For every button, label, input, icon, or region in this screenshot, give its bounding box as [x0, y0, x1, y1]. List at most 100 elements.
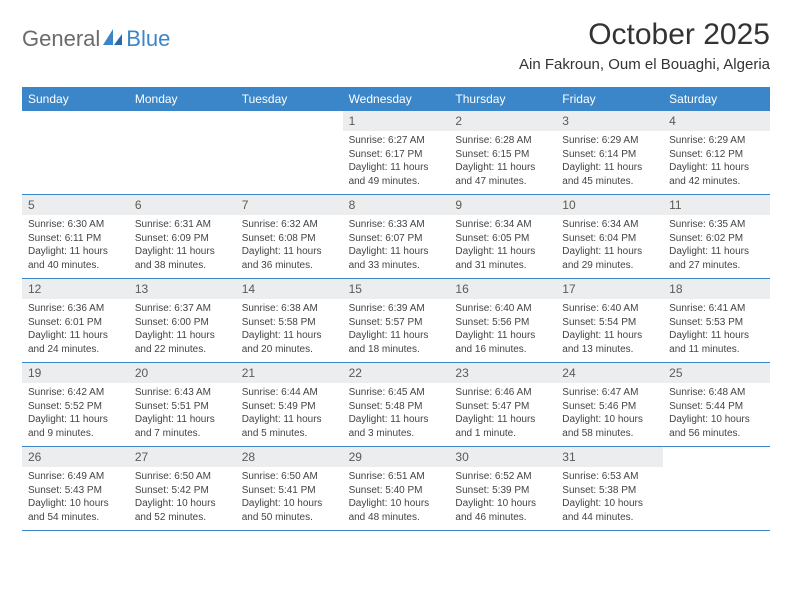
sunrise-text: Sunrise: 6:46 AM — [455, 386, 550, 400]
daylight-text: Daylight: 11 hours and 5 minutes. — [242, 413, 337, 440]
day-number: 6 — [129, 195, 236, 215]
day-number: 9 — [449, 195, 556, 215]
sunset-text: Sunset: 6:02 PM — [669, 232, 764, 246]
day-cell-7: 7Sunrise: 6:32 AMSunset: 6:08 PMDaylight… — [236, 195, 343, 278]
sunrise-text: Sunrise: 6:32 AM — [242, 218, 337, 232]
day-body: Sunrise: 6:50 AMSunset: 5:41 PMDaylight:… — [236, 467, 343, 530]
daylight-text: Daylight: 11 hours and 40 minutes. — [28, 245, 123, 272]
sunrise-text: Sunrise: 6:40 AM — [455, 302, 550, 316]
weekday-friday: Friday — [556, 87, 663, 111]
sunrise-text: Sunrise: 6:49 AM — [28, 470, 123, 484]
weekday-wednesday: Wednesday — [343, 87, 450, 111]
weekday-header-row: SundayMondayTuesdayWednesdayThursdayFrid… — [22, 87, 770, 111]
sunrise-text: Sunrise: 6:48 AM — [669, 386, 764, 400]
day-number: 25 — [663, 363, 770, 383]
calendar: SundayMondayTuesdayWednesdayThursdayFrid… — [22, 87, 770, 531]
day-body: Sunrise: 6:45 AMSunset: 5:48 PMDaylight:… — [343, 383, 450, 446]
sunrise-text: Sunrise: 6:36 AM — [28, 302, 123, 316]
day-number: 10 — [556, 195, 663, 215]
weekday-sunday: Sunday — [22, 87, 129, 111]
day-cell-empty — [129, 111, 236, 194]
day-number: 23 — [449, 363, 556, 383]
daylight-text: Daylight: 11 hours and 3 minutes. — [349, 413, 444, 440]
daylight-text: Daylight: 11 hours and 9 minutes. — [28, 413, 123, 440]
daylight-text: Daylight: 10 hours and 46 minutes. — [455, 497, 550, 524]
day-cell-6: 6Sunrise: 6:31 AMSunset: 6:09 PMDaylight… — [129, 195, 236, 278]
sunset-text: Sunset: 6:14 PM — [562, 148, 657, 162]
week-row: 5Sunrise: 6:30 AMSunset: 6:11 PMDaylight… — [22, 195, 770, 279]
day-cell-27: 27Sunrise: 6:50 AMSunset: 5:42 PMDayligh… — [129, 447, 236, 530]
day-number: 13 — [129, 279, 236, 299]
daylight-text: Daylight: 11 hours and 20 minutes. — [242, 329, 337, 356]
day-body: Sunrise: 6:47 AMSunset: 5:46 PMDaylight:… — [556, 383, 663, 446]
daylight-text: Daylight: 11 hours and 45 minutes. — [562, 161, 657, 188]
sunset-text: Sunset: 5:47 PM — [455, 400, 550, 414]
daylight-text: Daylight: 11 hours and 38 minutes. — [135, 245, 230, 272]
day-cell-20: 20Sunrise: 6:43 AMSunset: 5:51 PMDayligh… — [129, 363, 236, 446]
day-body: Sunrise: 6:30 AMSunset: 6:11 PMDaylight:… — [22, 215, 129, 278]
weekday-monday: Monday — [129, 87, 236, 111]
sunrise-text: Sunrise: 6:27 AM — [349, 134, 444, 148]
day-body: Sunrise: 6:50 AMSunset: 5:42 PMDaylight:… — [129, 467, 236, 530]
day-body: Sunrise: 6:34 AMSunset: 6:04 PMDaylight:… — [556, 215, 663, 278]
daylight-text: Daylight: 10 hours and 58 minutes. — [562, 413, 657, 440]
day-number: 27 — [129, 447, 236, 467]
sunset-text: Sunset: 5:52 PM — [28, 400, 123, 414]
sunset-text: Sunset: 6:05 PM — [455, 232, 550, 246]
daylight-text: Daylight: 11 hours and 18 minutes. — [349, 329, 444, 356]
day-body — [663, 453, 770, 462]
day-body: Sunrise: 6:34 AMSunset: 6:05 PMDaylight:… — [449, 215, 556, 278]
daylight-text: Daylight: 11 hours and 49 minutes. — [349, 161, 444, 188]
day-cell-14: 14Sunrise: 6:38 AMSunset: 5:58 PMDayligh… — [236, 279, 343, 362]
daylight-text: Daylight: 11 hours and 47 minutes. — [455, 161, 550, 188]
day-body: Sunrise: 6:41 AMSunset: 5:53 PMDaylight:… — [663, 299, 770, 362]
sunset-text: Sunset: 6:17 PM — [349, 148, 444, 162]
day-cell-4: 4Sunrise: 6:29 AMSunset: 6:12 PMDaylight… — [663, 111, 770, 194]
daylight-text: Daylight: 11 hours and 16 minutes. — [455, 329, 550, 356]
sunrise-text: Sunrise: 6:29 AM — [669, 134, 764, 148]
sunrise-text: Sunrise: 6:37 AM — [135, 302, 230, 316]
day-body: Sunrise: 6:42 AMSunset: 5:52 PMDaylight:… — [22, 383, 129, 446]
location-text: Ain Fakroun, Oum el Bouaghi, Algeria — [519, 56, 770, 73]
day-body — [236, 117, 343, 126]
week-row: 12Sunrise: 6:36 AMSunset: 6:01 PMDayligh… — [22, 279, 770, 363]
day-body: Sunrise: 6:35 AMSunset: 6:02 PMDaylight:… — [663, 215, 770, 278]
day-cell-15: 15Sunrise: 6:39 AMSunset: 5:57 PMDayligh… — [343, 279, 450, 362]
day-body: Sunrise: 6:32 AMSunset: 6:08 PMDaylight:… — [236, 215, 343, 278]
month-title: October 2025 — [519, 18, 770, 52]
day-number: 1 — [343, 111, 450, 131]
day-number: 18 — [663, 279, 770, 299]
day-body: Sunrise: 6:27 AMSunset: 6:17 PMDaylight:… — [343, 131, 450, 194]
sunrise-text: Sunrise: 6:53 AM — [562, 470, 657, 484]
day-number: 17 — [556, 279, 663, 299]
sunrise-text: Sunrise: 6:41 AM — [669, 302, 764, 316]
header-row: General Blue October 2025 Ain Fakroun, O… — [22, 18, 770, 73]
day-number: 7 — [236, 195, 343, 215]
sunrise-text: Sunrise: 6:51 AM — [349, 470, 444, 484]
day-number: 2 — [449, 111, 556, 131]
sunset-text: Sunset: 6:00 PM — [135, 316, 230, 330]
day-cell-13: 13Sunrise: 6:37 AMSunset: 6:00 PMDayligh… — [129, 279, 236, 362]
sunrise-text: Sunrise: 6:45 AM — [349, 386, 444, 400]
day-body: Sunrise: 6:46 AMSunset: 5:47 PMDaylight:… — [449, 383, 556, 446]
day-body: Sunrise: 6:48 AMSunset: 5:44 PMDaylight:… — [663, 383, 770, 446]
day-cell-3: 3Sunrise: 6:29 AMSunset: 6:14 PMDaylight… — [556, 111, 663, 194]
day-number: 26 — [22, 447, 129, 467]
day-cell-1: 1Sunrise: 6:27 AMSunset: 6:17 PMDaylight… — [343, 111, 450, 194]
sunset-text: Sunset: 5:58 PM — [242, 316, 337, 330]
day-body: Sunrise: 6:38 AMSunset: 5:58 PMDaylight:… — [236, 299, 343, 362]
day-number: 8 — [343, 195, 450, 215]
daylight-text: Daylight: 11 hours and 11 minutes. — [669, 329, 764, 356]
day-body: Sunrise: 6:29 AMSunset: 6:14 PMDaylight:… — [556, 131, 663, 194]
sunset-text: Sunset: 5:40 PM — [349, 484, 444, 498]
day-cell-5: 5Sunrise: 6:30 AMSunset: 6:11 PMDaylight… — [22, 195, 129, 278]
day-cell-19: 19Sunrise: 6:42 AMSunset: 5:52 PMDayligh… — [22, 363, 129, 446]
sunset-text: Sunset: 5:38 PM — [562, 484, 657, 498]
week-row: 1Sunrise: 6:27 AMSunset: 6:17 PMDaylight… — [22, 111, 770, 195]
sunrise-text: Sunrise: 6:39 AM — [349, 302, 444, 316]
day-cell-10: 10Sunrise: 6:34 AMSunset: 6:04 PMDayligh… — [556, 195, 663, 278]
day-number: 28 — [236, 447, 343, 467]
sunrise-text: Sunrise: 6:29 AM — [562, 134, 657, 148]
weekday-thursday: Thursday — [449, 87, 556, 111]
logo-text-general: General — [22, 26, 100, 52]
